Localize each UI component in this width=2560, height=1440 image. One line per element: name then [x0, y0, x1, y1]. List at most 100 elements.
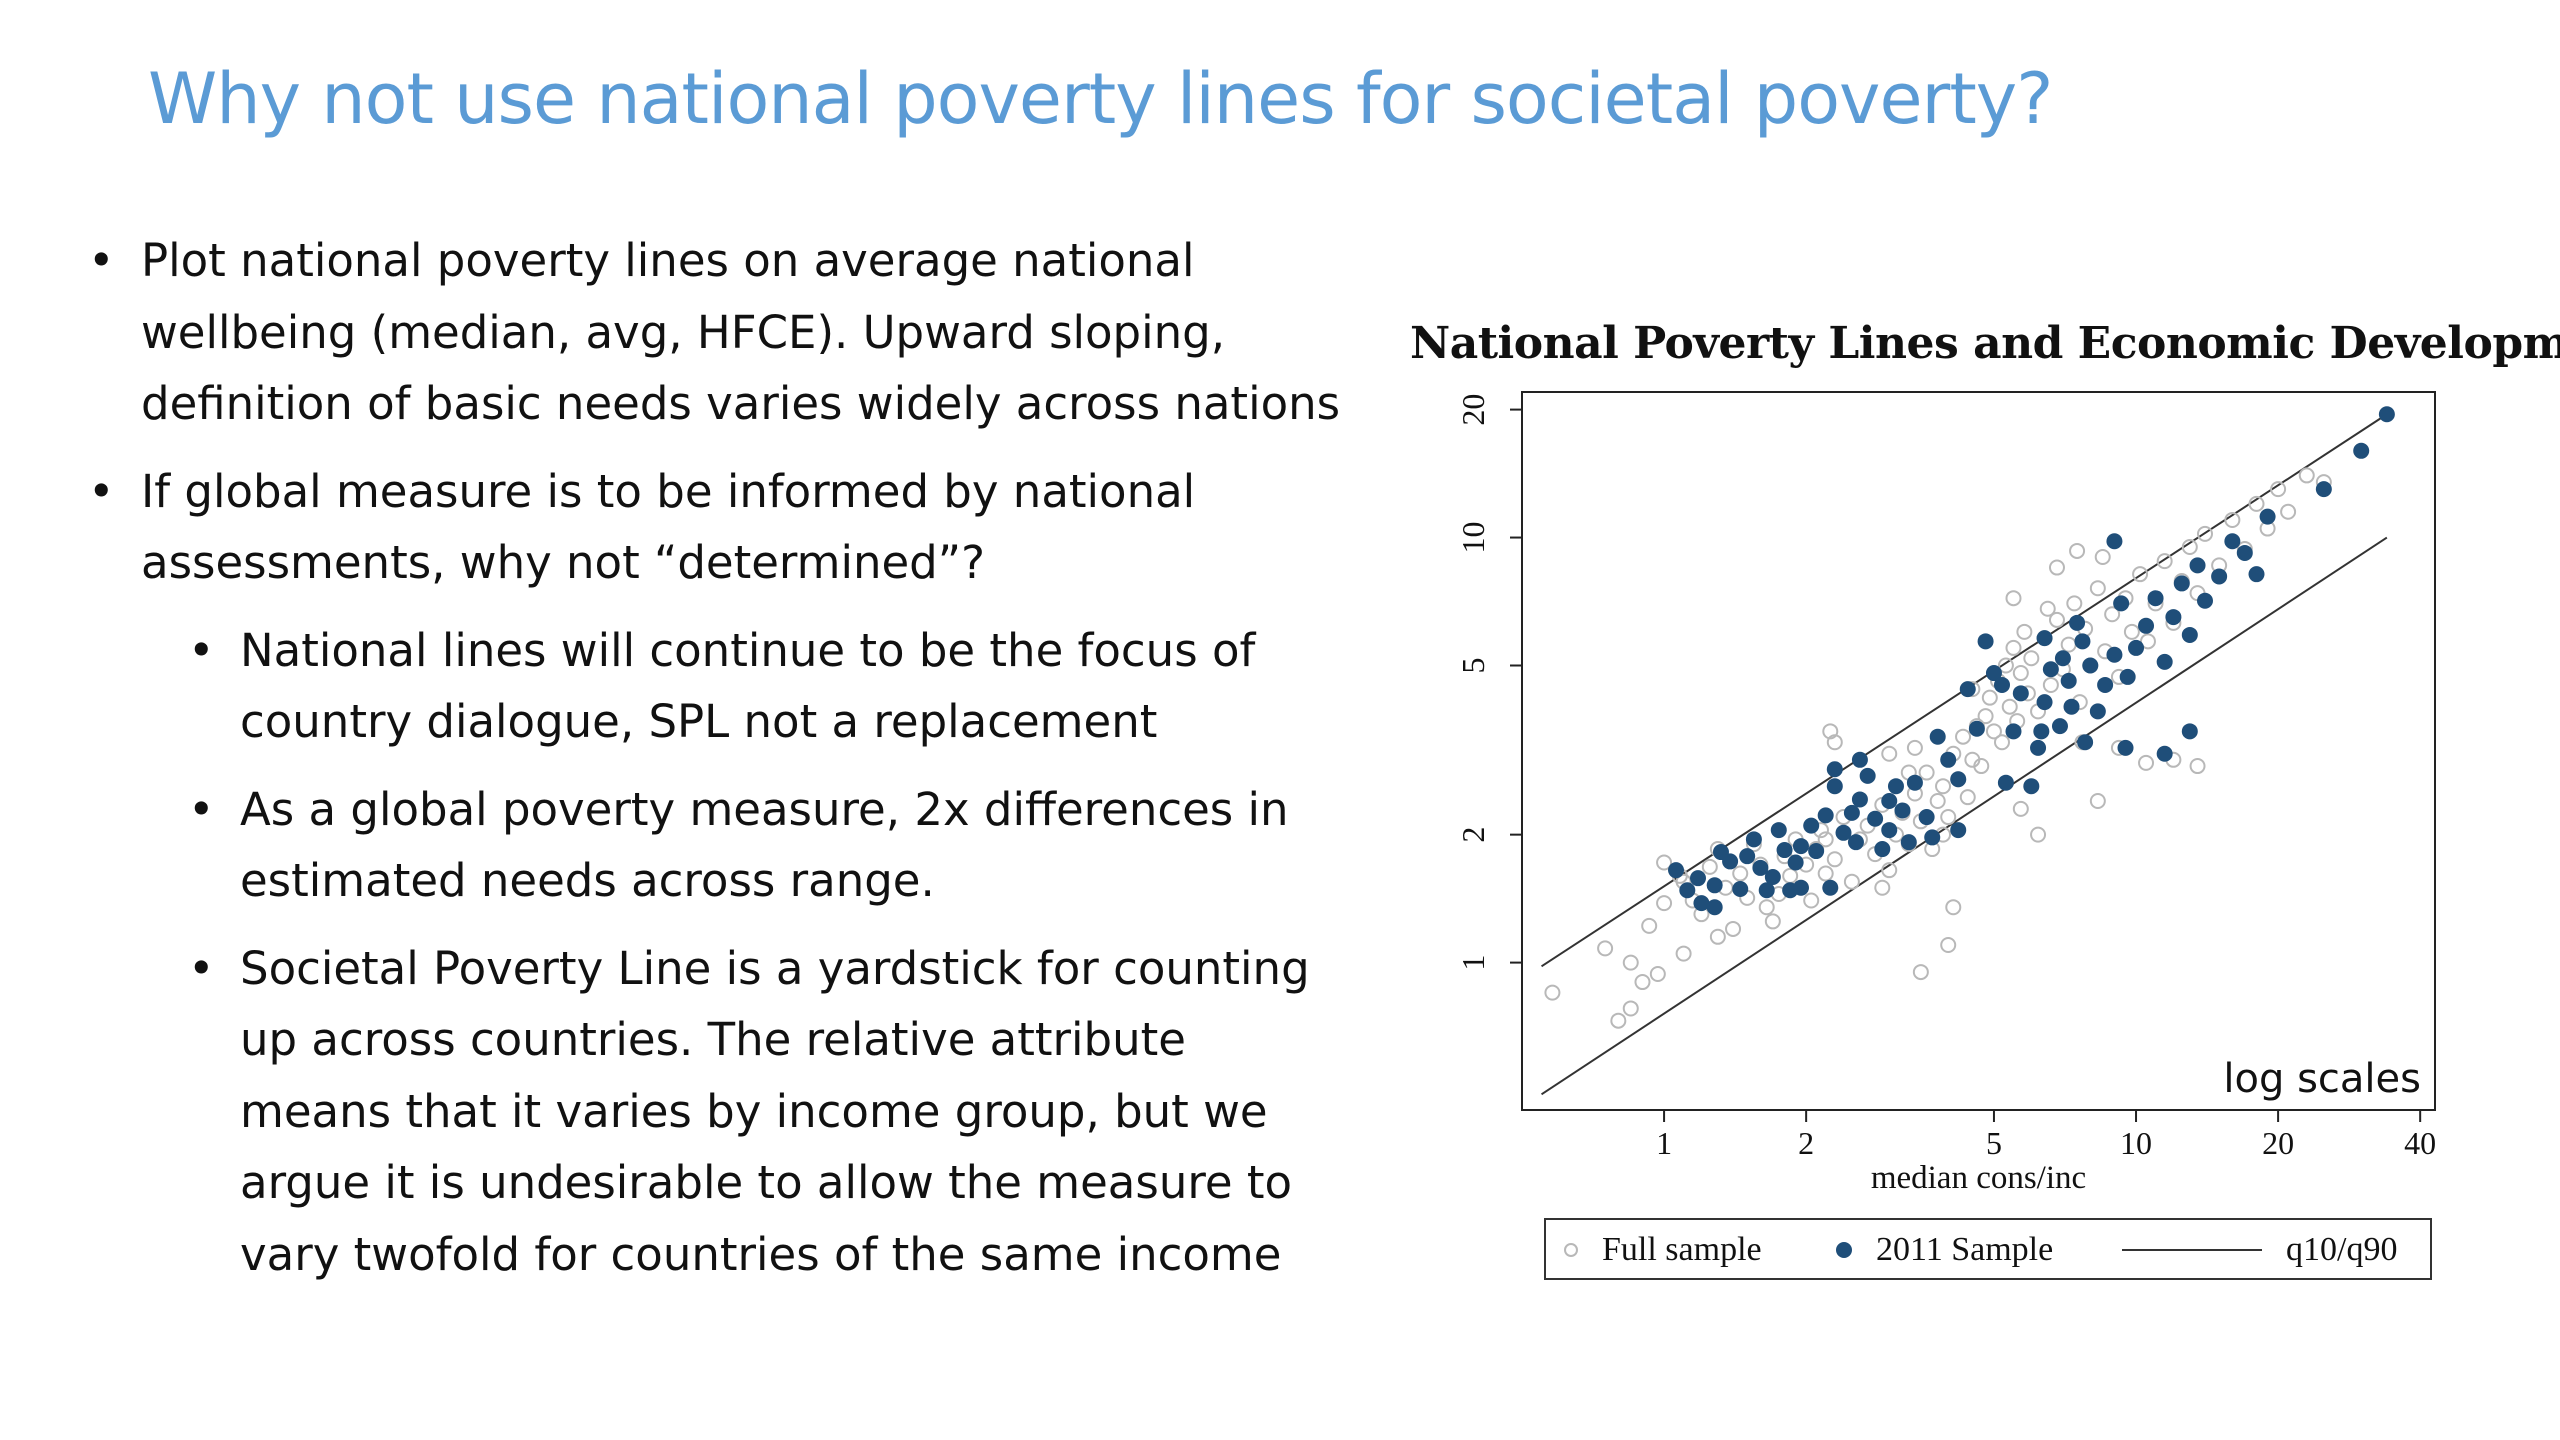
bullet-list: • Plot national poverty lines on average… [88, 225, 1348, 1306]
sample-2011-point [2012, 685, 2029, 702]
y-tick-label: 2 [1455, 827, 1491, 843]
sample-2011-point [2089, 703, 2106, 720]
sample-2011-point [2173, 575, 2190, 592]
sample-2011-point [2315, 481, 2332, 498]
full-sample-point [1993, 734, 2010, 751]
bullet-marker: • [188, 623, 215, 677]
full-sample-point [1732, 865, 1749, 882]
sample-2011-point [1817, 807, 1834, 824]
sample-2011-point [1847, 834, 1864, 851]
sample-2011-point [1752, 859, 1769, 876]
sample-2011-point [1918, 809, 1935, 826]
full-sample-point [1822, 723, 1839, 740]
sample-2011-point [1867, 810, 1884, 827]
full-sample-point [2048, 559, 2065, 576]
full-sample-point [1929, 792, 1946, 809]
full-sample-point [1803, 892, 1820, 909]
sample-2011-point [1706, 877, 1723, 894]
full-sample-point [1826, 734, 1843, 751]
sample-2011-point [1881, 792, 1898, 809]
sample-2011-point [1887, 778, 1904, 795]
sample-2011-point [1706, 899, 1723, 916]
full-sample-point [2248, 495, 2265, 512]
sample-2011-point [2074, 633, 2091, 650]
chart-legend: Full sample 2011 Sample q10/q90 [1544, 1218, 2432, 1280]
full-sample-point [2001, 698, 2018, 715]
full-sample-point [2023, 650, 2040, 667]
full-sample-point [2196, 525, 2213, 542]
sample-2011-point [1693, 895, 1710, 912]
full-sample-point [1959, 789, 1976, 806]
sample-2011-point [2138, 617, 2155, 634]
sample-2011-point [1929, 728, 1946, 745]
sample-2011-point [2097, 676, 2114, 693]
legend-item-q10-q90: q10/q90 [2122, 1230, 2397, 1270]
sample-2011-point [2248, 566, 2265, 583]
log-scales-annotation: log scales [2223, 1056, 2421, 1102]
sample-2011-point [2156, 653, 2173, 670]
sub-bullet-item: • Societal Poverty Line is a yardstick f… [188, 933, 1348, 1291]
bullet-item: • Plot national poverty lines on average… [88, 225, 1348, 440]
sample-2011-point [1668, 862, 1685, 879]
sample-2011-point [2069, 614, 2086, 631]
sample-2011-point [2119, 668, 2136, 685]
full-sample-point [2181, 539, 2198, 556]
sample-2011-point [1977, 633, 1994, 650]
sample-2011-point [1826, 761, 1843, 778]
full-sample-point [1758, 899, 1775, 916]
full-sample-point [1817, 865, 1834, 882]
full-sample-point [1709, 928, 1726, 945]
sample-2011-point [2147, 590, 2164, 607]
sample-2011-point [1985, 665, 2002, 682]
sample-2011-point [1776, 842, 1793, 859]
bullet-text: Plot national poverty lines on average n… [141, 234, 1341, 430]
full-sample-point [2104, 606, 2121, 623]
full-sample-point [2012, 665, 2029, 682]
full-sample-point [1656, 895, 1673, 912]
sample-2011-point [1993, 676, 2010, 693]
sample-2011-point [1792, 879, 1809, 896]
full-sample-point [2280, 503, 2297, 520]
sample-2011-point [2033, 723, 2050, 740]
full-sample-point [2016, 623, 2033, 640]
full-sample-point [1675, 945, 1692, 962]
sample-2011-point [2189, 557, 2206, 574]
full-sample-point [2132, 566, 2149, 583]
sample-2011-point [1950, 822, 1967, 839]
legend-label: q10/q90 [2286, 1231, 2398, 1268]
x-tick-label: 40 [2404, 1125, 2436, 1161]
bullet-text: If global measure is to be informed by n… [141, 464, 1196, 590]
sample-2011-point [1874, 841, 1891, 858]
sub-bullet-item: • National lines will continue to be the… [188, 615, 1348, 758]
y-tick-label: 5 [1455, 658, 1491, 674]
y-tick-label: 20 [1455, 394, 1491, 426]
full-sample-point [2270, 481, 2287, 498]
full-sample-point [1918, 764, 1935, 781]
bullet-text: National lines will continue to be the f… [240, 623, 1256, 749]
sample-2011-point [1959, 681, 1976, 698]
full-sample-point [1610, 1012, 1627, 1029]
line-symbol-icon [2122, 1249, 2262, 1251]
full-sample-point [1906, 739, 1923, 756]
sample-2011-point [2042, 661, 2059, 678]
plot-area-svg: 1 2 5 10 20 40 1 2 5 10 20 median cons/inc log scale… [1455, 391, 2436, 1196]
sample-2011-point [2117, 739, 2134, 756]
full-sample-point [1985, 723, 2002, 740]
slide-title: Why not use national poverty lines for s… [148, 58, 2053, 140]
y-tick-label: 1 [1455, 955, 1491, 971]
sample-2011-point [1745, 831, 1762, 848]
sample-2011-point [2353, 442, 2370, 459]
bullet-marker: • [88, 234, 115, 287]
full-sample-point [2060, 636, 2077, 653]
sample-2011-point [2036, 694, 2053, 711]
full-sample-point [1725, 920, 1742, 937]
sample-2011-point [1758, 882, 1775, 899]
sample-2011-point [1851, 751, 1868, 768]
sample-2011-point [1835, 824, 1852, 841]
full-sample-point [1622, 1000, 1639, 1017]
full-sample-point [2042, 676, 2059, 693]
full-sample-point [1622, 954, 1639, 971]
sample-2011-point [1859, 767, 1876, 784]
full-sample-point [1881, 745, 1898, 762]
scatter-chart: National Poverty Lines and Economic Deve… [1410, 318, 2560, 1298]
